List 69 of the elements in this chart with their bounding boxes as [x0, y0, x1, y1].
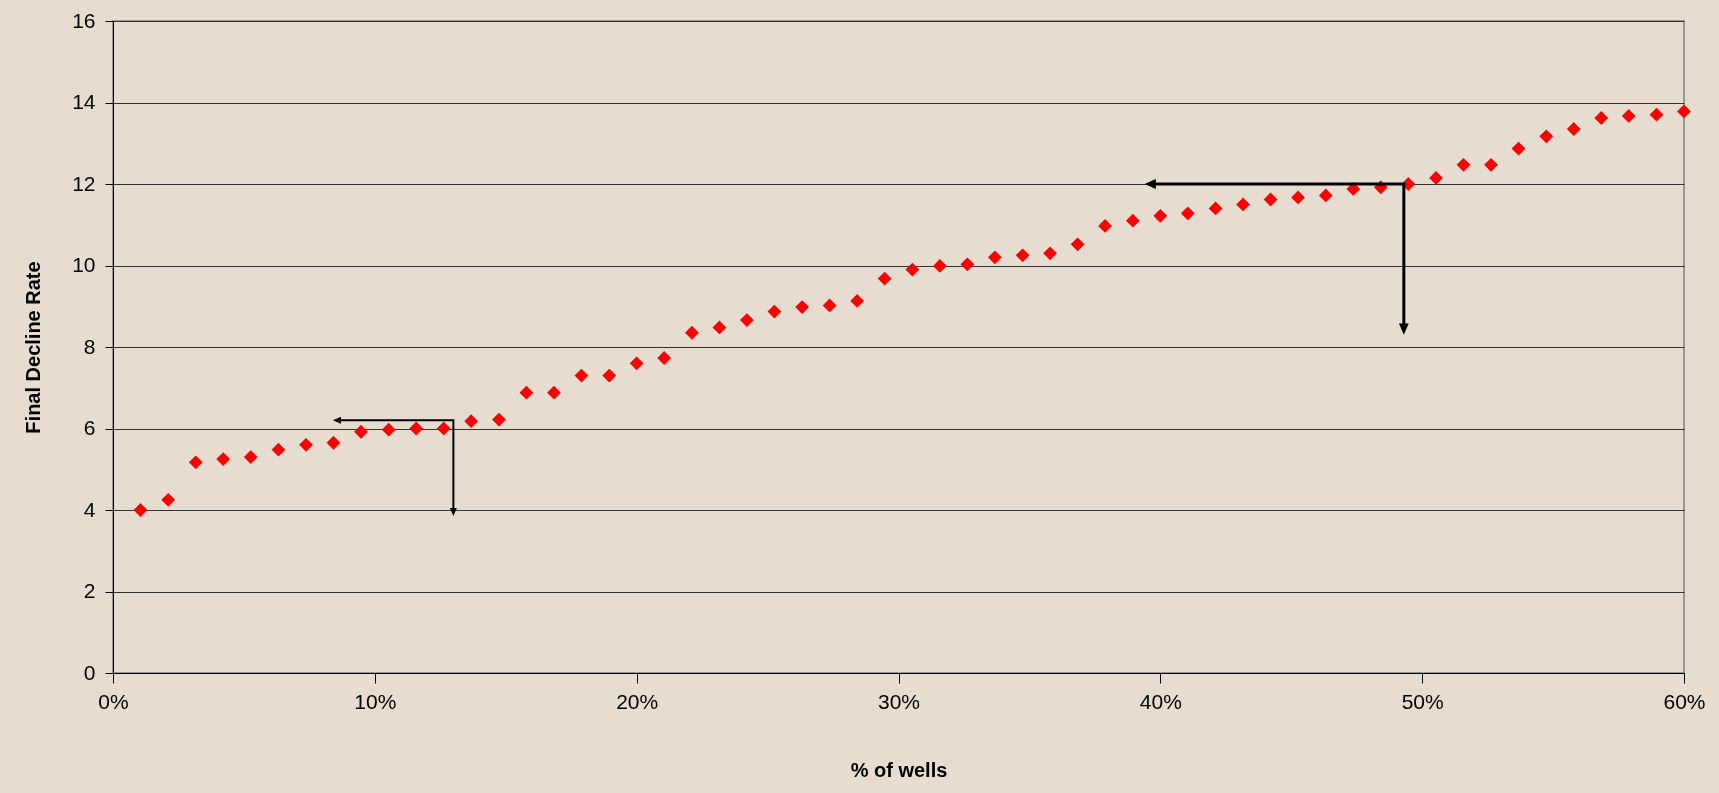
point — [850, 294, 865, 308]
x-tick-label: 10% — [354, 689, 397, 713]
x-tick-label: 50% — [1401, 689, 1444, 713]
point — [877, 271, 892, 286]
point — [1566, 122, 1581, 136]
point — [767, 304, 782, 319]
point — [657, 351, 672, 365]
point — [436, 421, 451, 436]
point — [1043, 246, 1057, 261]
point — [822, 298, 837, 313]
point — [740, 313, 754, 327]
point — [960, 257, 975, 272]
point — [299, 437, 313, 452]
y-tick-label: 4 — [83, 497, 96, 521]
point — [326, 435, 341, 450]
x-tick-label: 0% — [98, 689, 129, 713]
point — [243, 450, 258, 464]
x-tick-label: 20% — [616, 689, 659, 713]
point — [712, 320, 727, 335]
point — [216, 452, 231, 466]
x-axis-title: % of wells — [850, 758, 948, 781]
point — [1070, 237, 1085, 252]
point — [1098, 219, 1112, 233]
y-tick-label: 8 — [83, 334, 96, 358]
point — [133, 503, 148, 517]
point — [685, 325, 699, 340]
y-tick-label: 0 — [83, 660, 96, 684]
point — [188, 455, 203, 470]
point — [1539, 129, 1554, 144]
point — [1649, 107, 1664, 122]
point — [1208, 201, 1223, 216]
point — [1484, 157, 1498, 172]
point — [161, 492, 176, 507]
point — [1236, 197, 1250, 212]
point — [1180, 206, 1195, 221]
x-tick-label: 40% — [1139, 689, 1182, 713]
point — [629, 356, 644, 371]
point — [381, 422, 396, 437]
y-tick-label: 6 — [83, 416, 96, 439]
y-tick-label: 2 — [83, 579, 96, 602]
point — [1125, 213, 1140, 228]
point — [905, 262, 920, 277]
point — [602, 368, 617, 383]
point — [464, 414, 479, 429]
y-tick-label: 10 — [72, 253, 96, 276]
point — [1318, 188, 1333, 203]
point — [1621, 109, 1636, 123]
point — [1429, 171, 1443, 185]
point — [1291, 190, 1305, 205]
point — [492, 412, 506, 427]
point — [547, 385, 561, 400]
point — [519, 385, 534, 400]
y-tick-label: 16 — [72, 8, 96, 32]
point — [271, 442, 286, 457]
point — [987, 250, 1002, 265]
point — [1594, 111, 1609, 125]
point — [795, 300, 810, 314]
point — [409, 421, 424, 436]
x-tick-label: 60% — [1663, 689, 1706, 713]
y-tick-label: 14 — [72, 90, 96, 113]
point — [354, 424, 368, 439]
point — [1015, 248, 1030, 263]
y-tick-label: 12 — [72, 171, 96, 195]
point — [1677, 104, 1691, 119]
point — [1153, 208, 1168, 223]
point — [1456, 157, 1471, 172]
y-axis-title: Final Decline Rate — [22, 261, 45, 434]
point — [932, 259, 947, 273]
x-tick-label: 30% — [877, 689, 921, 713]
